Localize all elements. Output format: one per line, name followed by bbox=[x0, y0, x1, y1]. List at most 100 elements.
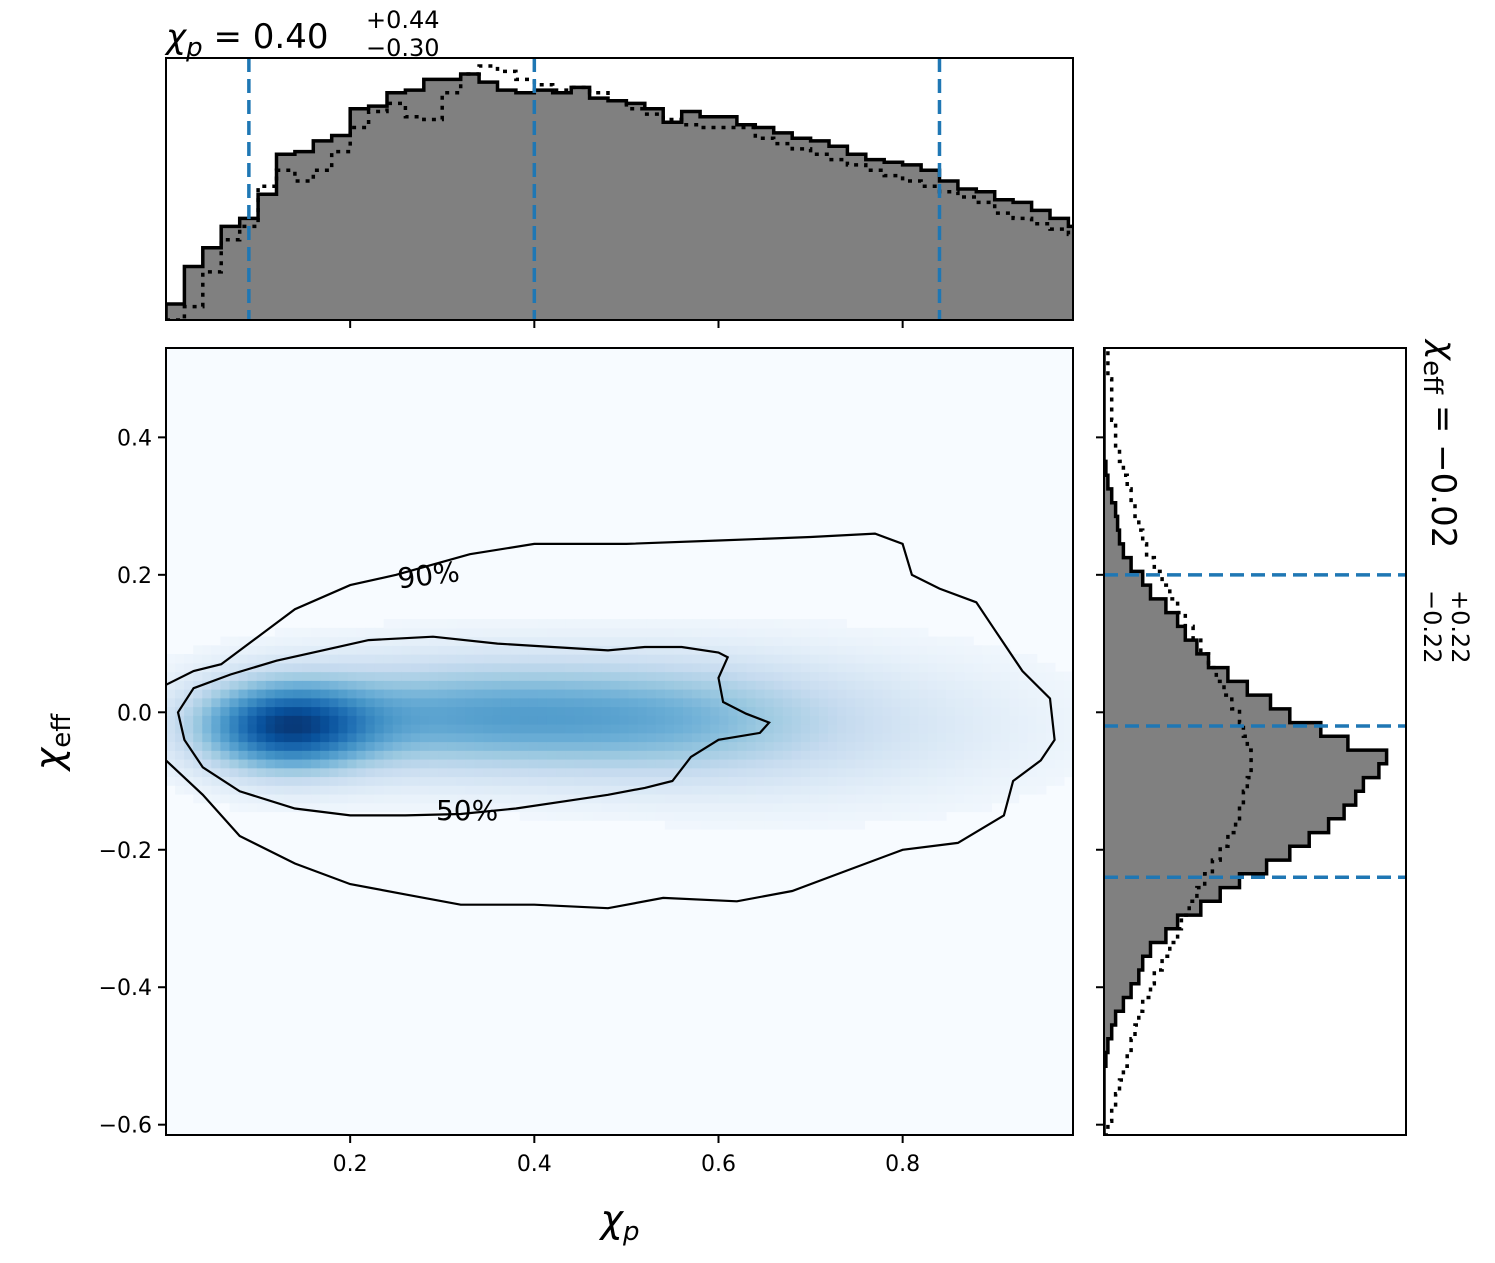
density-cell bbox=[773, 645, 784, 655]
density-cell bbox=[202, 750, 212, 760]
density-cell bbox=[238, 671, 249, 681]
density-cell bbox=[474, 697, 485, 708]
density-cell bbox=[664, 645, 675, 655]
density-cell bbox=[465, 689, 475, 699]
density-cell bbox=[1009, 793, 1020, 804]
density-cell bbox=[401, 776, 412, 786]
density-cell bbox=[746, 706, 757, 716]
density-cell bbox=[311, 662, 321, 673]
density-cell bbox=[746, 793, 757, 804]
density-cell bbox=[664, 671, 675, 681]
density-cell bbox=[510, 627, 521, 638]
density-cell bbox=[800, 619, 811, 629]
density-cell bbox=[238, 724, 249, 734]
density-cell bbox=[510, 689, 521, 699]
density-cell bbox=[546, 767, 557, 778]
density-cell bbox=[456, 627, 466, 638]
density-cell bbox=[556, 671, 566, 681]
density-cell bbox=[537, 689, 548, 699]
density-cell bbox=[719, 820, 729, 830]
density-cell bbox=[438, 750, 448, 760]
density-cell bbox=[610, 767, 621, 778]
right-title-plus: +0.22 bbox=[1446, 590, 1474, 664]
density-cell bbox=[193, 680, 203, 690]
density-cell bbox=[383, 654, 394, 664]
density-cell bbox=[211, 689, 222, 699]
density-cell bbox=[1036, 750, 1047, 760]
density-cell bbox=[311, 627, 321, 638]
density-cell bbox=[1009, 680, 1020, 690]
density-cell bbox=[819, 680, 829, 690]
density-cell bbox=[864, 793, 875, 804]
x-tick-label: 0.4 bbox=[517, 1152, 552, 1177]
density-cell bbox=[619, 636, 630, 646]
density-cell bbox=[936, 741, 947, 751]
density-cell bbox=[682, 662, 693, 673]
density-cell bbox=[528, 706, 539, 716]
density-cell bbox=[936, 767, 947, 778]
density-cell bbox=[501, 697, 512, 708]
density-cell bbox=[410, 802, 421, 813]
density-cell bbox=[302, 750, 312, 760]
y-tick-label: −0.6 bbox=[99, 1114, 152, 1139]
density-cell bbox=[782, 802, 793, 813]
density-cell bbox=[973, 776, 983, 786]
density-cell bbox=[465, 741, 475, 751]
density-cell bbox=[637, 619, 648, 629]
y-tick-label: 0.0 bbox=[117, 701, 152, 726]
density-cell bbox=[329, 793, 339, 804]
density-cell bbox=[819, 767, 829, 778]
density-cell bbox=[764, 820, 775, 830]
density-cell bbox=[873, 741, 884, 751]
density-cell bbox=[338, 732, 348, 743]
density-cell bbox=[791, 636, 802, 646]
density-cell bbox=[1063, 697, 1073, 708]
density-cell bbox=[746, 724, 757, 734]
density-cell bbox=[673, 732, 684, 743]
density-cell bbox=[202, 689, 212, 699]
density-cell bbox=[955, 741, 965, 751]
density-cell bbox=[311, 671, 321, 681]
density-cell bbox=[701, 636, 711, 646]
density-cell bbox=[682, 767, 693, 778]
density-cell bbox=[637, 671, 648, 681]
density-cell bbox=[311, 680, 321, 690]
density-cell bbox=[855, 811, 865, 821]
density-cell bbox=[302, 706, 312, 716]
density-cell bbox=[220, 750, 231, 760]
density-cell bbox=[438, 758, 448, 769]
density-cell bbox=[601, 811, 612, 821]
density-cell bbox=[338, 627, 348, 638]
density-cell bbox=[1000, 758, 1011, 769]
density-cell bbox=[456, 706, 466, 716]
density-cell bbox=[483, 715, 494, 725]
density-cell bbox=[955, 680, 965, 690]
density-cell bbox=[746, 750, 757, 760]
density-cell bbox=[837, 758, 847, 769]
density-cell bbox=[519, 715, 530, 725]
density-cell bbox=[1054, 689, 1065, 699]
density-cell bbox=[955, 767, 965, 778]
density-cell bbox=[592, 697, 602, 708]
density-cell bbox=[528, 689, 539, 699]
density-cell bbox=[637, 706, 648, 716]
density-cell bbox=[964, 654, 974, 664]
density-cell bbox=[383, 697, 394, 708]
density-cell bbox=[438, 619, 448, 629]
density-cell bbox=[710, 680, 720, 690]
density-cell bbox=[574, 811, 584, 821]
density-cell bbox=[800, 689, 811, 699]
density-cell bbox=[909, 689, 920, 699]
density-cell bbox=[873, 758, 884, 769]
density-cell bbox=[447, 645, 457, 655]
density-cell bbox=[837, 793, 847, 804]
density-cell bbox=[773, 724, 784, 734]
density-cell bbox=[809, 697, 820, 708]
density-cell bbox=[610, 750, 621, 760]
density-cell bbox=[909, 662, 920, 673]
density-cell bbox=[946, 741, 956, 751]
density-cell bbox=[791, 802, 802, 813]
density-cell bbox=[710, 636, 720, 646]
density-cell bbox=[465, 697, 475, 708]
density-cell bbox=[728, 776, 739, 786]
